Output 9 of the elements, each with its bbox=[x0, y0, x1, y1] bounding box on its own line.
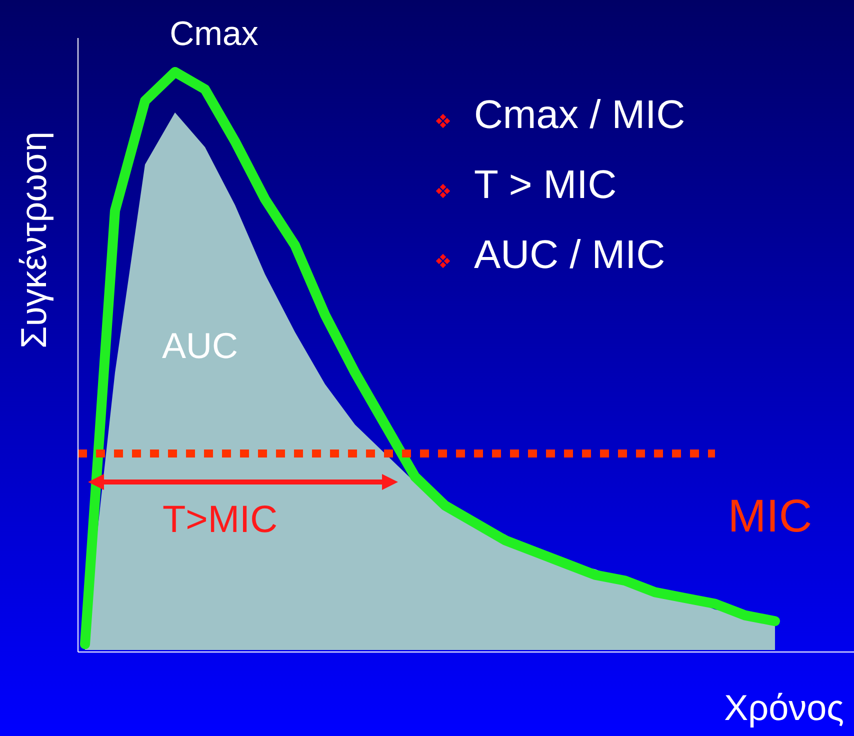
x-axis-title: Χρόνος bbox=[724, 687, 844, 728]
annotation: AUC bbox=[162, 325, 238, 366]
ref-line-label: MIC bbox=[728, 489, 812, 542]
annotation: Cmax / MIC bbox=[474, 93, 686, 137]
y-axis-title: Συγκέντρωση bbox=[13, 131, 54, 349]
text: Cmax bbox=[170, 15, 258, 53]
annotation: T > MIC bbox=[474, 163, 617, 207]
annotation: AUC / MIC bbox=[474, 233, 666, 277]
annotation: T>MIC bbox=[162, 499, 278, 541]
